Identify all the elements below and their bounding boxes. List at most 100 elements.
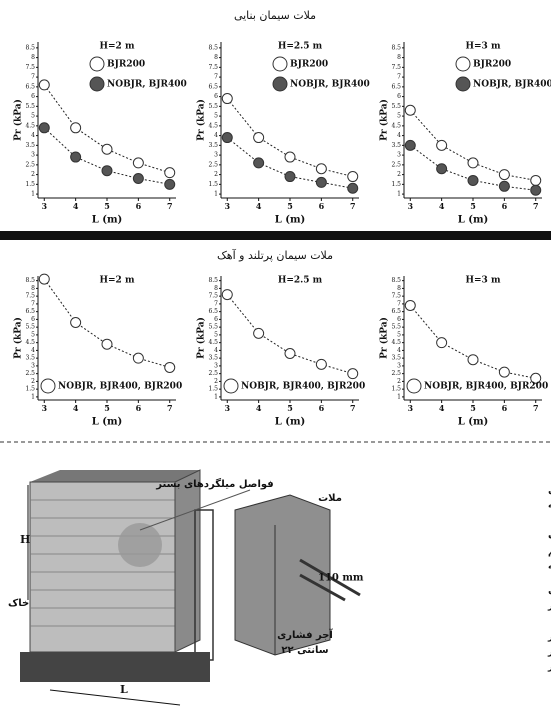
y-tick-label: 8.5 <box>391 277 401 284</box>
y-tick-label: 3 <box>31 362 35 369</box>
y-tick-label: 6 <box>214 93 218 100</box>
y-tick-label: 2 <box>397 378 401 385</box>
x-tick-label: 4 <box>256 403 262 413</box>
y-tick-label: 4.5 <box>391 122 401 129</box>
x-axis-label: L (m) <box>458 417 489 428</box>
y-tick-label: 7 <box>397 74 401 81</box>
y-tick-label: 1 <box>397 191 401 198</box>
x-tick-label: 3 <box>407 403 413 413</box>
data-point <box>347 368 359 380</box>
y-tick-label: 1 <box>31 393 35 400</box>
data-point <box>347 182 359 194</box>
data-point <box>253 157 265 169</box>
note: BJR200: میلگرد بستر به فواصل ۲۰۰ میلیمتر <box>547 661 551 673</box>
y-tick-label: 1 <box>397 393 401 400</box>
series-line <box>409 109 536 181</box>
y-tick-label: 6.5 <box>391 308 401 315</box>
x-tick-label: 7 <box>167 201 173 211</box>
y-tick-label: 7.5 <box>391 64 401 71</box>
y-tick-label: 5 <box>397 113 401 120</box>
x-tick-label: 4 <box>439 403 445 413</box>
chart-title: H=3 m <box>466 42 501 52</box>
x-tick-label: 7 <box>533 201 539 211</box>
x-tick-label: 5 <box>287 403 293 413</box>
data-point <box>404 299 416 311</box>
legend-marker <box>272 56 288 72</box>
data-point <box>315 163 327 175</box>
y-tick-label: 7 <box>214 74 218 81</box>
series-line <box>409 305 536 379</box>
y-tick-label: 8.5 <box>208 44 218 51</box>
y-tick-label: 5.5 <box>208 103 218 110</box>
y-tick-label: 7.5 <box>25 64 35 71</box>
chart-title: H=2.5 m <box>278 42 323 52</box>
legend-label: NOBJR, BJR400 <box>107 80 187 90</box>
y-tick-label: 3.5 <box>208 355 218 362</box>
series-line <box>226 98 353 178</box>
y-tick-label: 8 <box>397 54 401 61</box>
y-tick-label: 2 <box>31 378 35 385</box>
label: H <box>20 533 30 546</box>
y-tick-label: 6.5 <box>25 83 35 90</box>
y-tick-label: 2 <box>214 378 218 385</box>
x-tick-label: 4 <box>73 403 79 413</box>
data-point <box>70 151 82 163</box>
y-tick-label: 8.5 <box>25 44 35 51</box>
y-tick-label: 6.5 <box>208 308 218 315</box>
data-point <box>436 337 448 349</box>
y-tick-label: 3 <box>214 362 218 369</box>
data-point <box>530 174 542 186</box>
y-tick-label: 2.5 <box>391 161 401 168</box>
y-tick-label: 5.5 <box>391 103 401 110</box>
data-point <box>498 366 510 378</box>
y-tick-label: 6.5 <box>25 308 35 315</box>
chart-title: H=3 m <box>466 276 501 286</box>
x-tick-label: 3 <box>41 403 47 413</box>
y-tick-label: 2.5 <box>208 161 218 168</box>
data-point <box>221 289 233 301</box>
note: ملات سیمان پرتلند و آهک <box>548 528 551 541</box>
label: ملات <box>318 493 342 504</box>
note: ۱ حجم سیمان بنایی + ۳ حجم ماسه <box>548 501 551 511</box>
data-point <box>498 180 510 192</box>
x-tick-label: 5 <box>287 201 293 211</box>
chart-title: H=2 m <box>100 276 135 286</box>
y-tick-label: 4.5 <box>25 122 35 129</box>
legend-marker <box>89 76 105 92</box>
y-tick-label: 1.5 <box>208 181 218 188</box>
data-point <box>70 122 82 134</box>
x-tick-label: 7 <box>533 403 539 413</box>
data-point <box>315 176 327 188</box>
x-axis-label: L (m) <box>275 215 306 226</box>
data-point <box>38 273 50 285</box>
y-tick-label: 4.5 <box>25 339 35 346</box>
y-tick-label: 4 <box>31 347 35 354</box>
y-tick-label: 4.5 <box>208 122 218 129</box>
series-line <box>43 278 170 368</box>
y-tick-label: 4 <box>31 132 35 139</box>
data-point <box>498 169 510 181</box>
y-tick-label: 6.5 <box>391 83 401 90</box>
label: 110 mm <box>318 573 364 584</box>
y-tick-label: 3.5 <box>25 355 35 362</box>
y-tick-label: 1 <box>31 191 35 198</box>
series-line <box>43 84 170 174</box>
x-tick-label: 5 <box>470 201 476 211</box>
legend-marker <box>406 378 422 394</box>
y-tick-label: 3 <box>214 152 218 159</box>
data-point <box>164 361 176 373</box>
y-tick-label: 2.5 <box>25 161 35 168</box>
data-point <box>38 122 50 134</box>
note: ۱ حجم سیمان پرتلند + ۱ حجم <box>548 548 551 558</box>
x-axis-label: L (m) <box>275 417 306 428</box>
y-tick-label: 7.5 <box>25 293 35 300</box>
y-tick-label: 5.5 <box>25 324 35 331</box>
chart-title: H=2.5 m <box>278 276 323 286</box>
section-title: ملات سیمان پرتلند و آهک <box>217 248 333 262</box>
y-tick-label: 1.5 <box>208 386 218 393</box>
data-point <box>132 352 144 364</box>
label: L <box>120 683 128 696</box>
y-tick-label: 7 <box>31 300 35 307</box>
data-point <box>467 157 479 169</box>
y-tick-label: 7.5 <box>391 293 401 300</box>
